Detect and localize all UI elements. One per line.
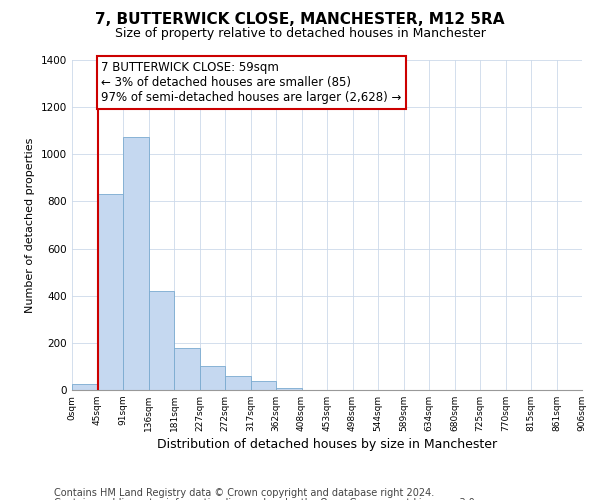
- Bar: [72, 384, 97, 390]
- Text: 7 BUTTERWICK CLOSE: 59sqm
← 3% of detached houses are smaller (85)
97% of semi-d: 7 BUTTERWICK CLOSE: 59sqm ← 3% of detach…: [101, 61, 402, 104]
- Bar: [123, 136, 149, 390]
- Bar: [199, 366, 225, 390]
- Text: Contains public sector information licensed under the Open Government Licence v3: Contains public sector information licen…: [54, 498, 478, 500]
- Bar: [174, 348, 199, 390]
- Y-axis label: Number of detached properties: Number of detached properties: [25, 138, 35, 312]
- Text: Size of property relative to detached houses in Manchester: Size of property relative to detached ho…: [115, 28, 485, 40]
- Text: Contains HM Land Registry data © Crown copyright and database right 2024.: Contains HM Land Registry data © Crown c…: [54, 488, 434, 498]
- Bar: [149, 291, 174, 390]
- Bar: [276, 388, 302, 390]
- Bar: [97, 194, 123, 390]
- X-axis label: Distribution of detached houses by size in Manchester: Distribution of detached houses by size …: [157, 438, 497, 451]
- Text: 7, BUTTERWICK CLOSE, MANCHESTER, M12 5RA: 7, BUTTERWICK CLOSE, MANCHESTER, M12 5RA: [95, 12, 505, 28]
- Bar: [251, 382, 276, 390]
- Bar: [225, 376, 251, 390]
